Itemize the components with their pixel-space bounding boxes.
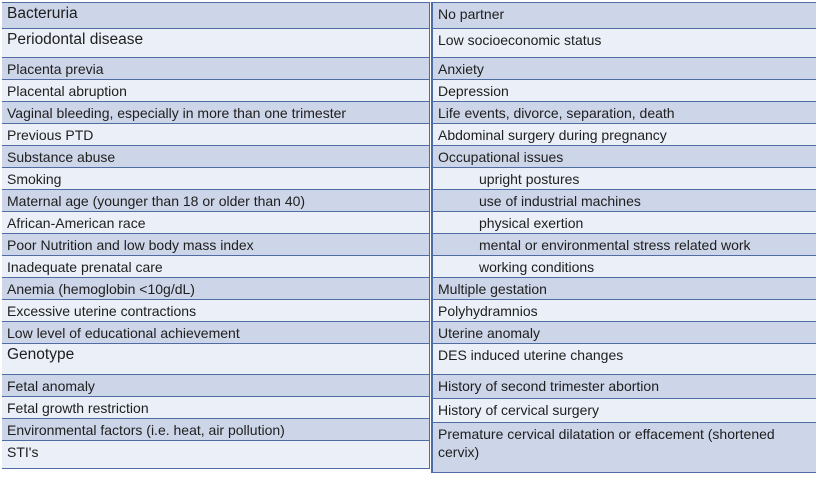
table-row: Premature cervical dilatation or effacem… [432, 422, 816, 473]
risk-factor-cell: Polyhydramnios [432, 299, 816, 322]
table-row: Abdominal surgery during pregnancy [432, 123, 816, 146]
risk-factor-cell: Low socioeconomic status [432, 28, 816, 58]
risk-factor-cell: Bacteruria [2, 2, 430, 29]
table-row: Fetal anomaly [2, 374, 430, 397]
risk-factor-cell: Fetal growth restriction [2, 396, 430, 419]
risk-factor-cell: Fetal anomaly [2, 374, 430, 397]
table-row: Inadequate prenatal care [2, 255, 430, 278]
risk-factor-cell: Genotype [2, 343, 430, 375]
risk-factor-cell: Anxiety [432, 57, 816, 80]
table-row: physical exertion [432, 211, 816, 234]
table-row: Fetal growth restriction [2, 396, 430, 419]
table-row: Vaginal bleeding, especially in more tha… [2, 101, 430, 124]
risk-factor-cell: Environmental factors (i.e. heat, air po… [2, 418, 430, 441]
table-row: History of cervical surgery [432, 398, 816, 423]
table-row: use of industrial machines [432, 189, 816, 212]
table-row: working conditions [432, 255, 816, 278]
risk-factor-cell: History of second trimester abortion [432, 374, 816, 399]
risk-factor-cell: Maternal age (younger than 18 or older t… [2, 189, 430, 212]
table-row: Excessive uterine contractions [2, 299, 430, 322]
table-row: Bacteruria [2, 2, 430, 29]
table-row: Anemia (hemoglobin <10g/dL) [2, 277, 430, 300]
risk-factor-cell: Placenta previa [2, 57, 430, 80]
risk-factor-cell: DES induced uterine changes [432, 343, 816, 375]
table-row: Multiple gestation [432, 277, 816, 300]
risk-factor-subitem-cell: physical exertion [432, 211, 816, 234]
risk-factor-subitem-cell: mental or environmental stress related w… [432, 233, 816, 256]
risk-factor-cell: Substance abuse [2, 145, 430, 168]
risk-factor-cell: Low level of educational achievement [2, 321, 430, 344]
risk-factor-cell: Periodontal disease [2, 28, 430, 58]
table-row: African-American race [2, 211, 430, 234]
table-row: mental or environmental stress related w… [432, 233, 816, 256]
risk-factor-cell: Uterine anomaly [432, 321, 816, 344]
table-row: Periodontal disease [2, 28, 430, 58]
table-row: Uterine anomaly [432, 321, 816, 344]
table-row: Poor Nutrition and low body mass index [2, 233, 430, 256]
table-row: DES induced uterine changes [432, 343, 816, 375]
risk-factor-cell: History of cervical surgery [432, 398, 816, 423]
table-row: Placenta previa [2, 57, 430, 80]
risk-factor-cell: Vaginal bleeding, especially in more tha… [2, 101, 430, 124]
risk-factor-cell: Excessive uterine contractions [2, 299, 430, 322]
table-row: Maternal age (younger than 18 or older t… [2, 189, 430, 212]
table-row: Placental abruption [2, 79, 430, 102]
table-row: History of second trimester abortion [432, 374, 816, 399]
risk-factor-subitem-cell: upright postures [432, 167, 816, 190]
table-row: Genotype [2, 343, 430, 375]
risk-factor-cell: Smoking [2, 167, 430, 190]
table-row: Low level of educational achievement [2, 321, 430, 344]
risk-factor-cell: Previous PTD [2, 123, 430, 146]
risk-factor-cell: Placental abruption [2, 79, 430, 102]
risk-factor-cell: No partner [432, 2, 816, 29]
risk-factor-cell: Poor Nutrition and low body mass index [2, 233, 430, 256]
table-row: Substance abuse [2, 145, 430, 168]
table-row: Occupational issues [432, 145, 816, 168]
risk-factor-cell: STI's [2, 440, 430, 469]
risk-factor-cell: African-American race [2, 211, 430, 234]
table-row: Previous PTD [2, 123, 430, 146]
table-row: Low socioeconomic status [432, 28, 816, 58]
risk-factor-cell: Occupational issues [432, 145, 816, 168]
table-row: upright postures [432, 167, 816, 190]
left-risk-column: Bacteruria Periodontal disease Placenta … [2, 2, 430, 469]
risk-factor-cell: Anemia (hemoglobin <10g/dL) [2, 277, 430, 300]
table-row: Life events, divorce, separation, death [432, 101, 816, 124]
risk-factor-cell: Life events, divorce, separation, death [432, 101, 816, 124]
risk-factor-subitem-cell: working conditions [432, 255, 816, 278]
table-row: STI's [2, 440, 430, 469]
table-row: Smoking [2, 167, 430, 190]
table-row: Depression [432, 79, 816, 102]
risk-factor-cell: Inadequate prenatal care [2, 255, 430, 278]
risk-factor-subitem-cell: use of industrial machines [432, 189, 816, 212]
risk-factor-cell: Depression [432, 79, 816, 102]
table-row: No partner [432, 2, 816, 29]
risk-factor-cell: Abdominal surgery during pregnancy [432, 123, 816, 146]
table-row: Polyhydramnios [432, 299, 816, 322]
risk-factor-cell: Multiple gestation [432, 277, 816, 300]
table-row: Environmental factors (i.e. heat, air po… [2, 418, 430, 441]
risk-factor-cell: Premature cervical dilatation or effacem… [432, 422, 816, 473]
table-row: Anxiety [432, 57, 816, 80]
right-risk-column: No partner Low socioeconomic status Anxi… [431, 2, 816, 473]
